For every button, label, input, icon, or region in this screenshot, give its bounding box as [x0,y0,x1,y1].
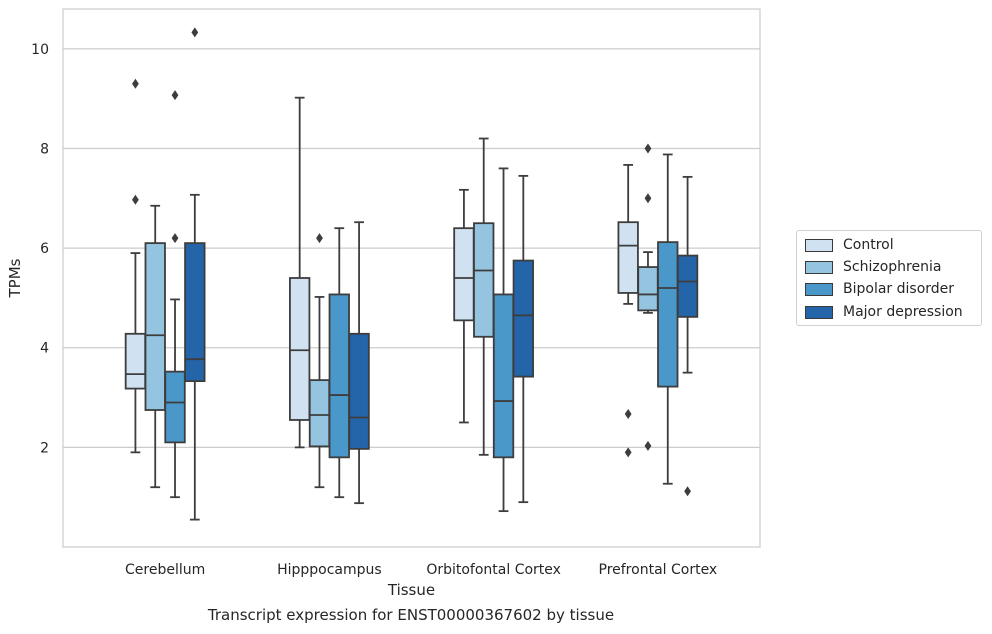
box-schizophrenia [637,143,659,451]
chart-caption: Transcript expression for ENST0000036760… [207,606,615,624]
box-iqr [164,370,186,444]
box-iqr [289,277,311,421]
outlier-point [171,233,179,244]
gridlines [63,48,760,448]
box-iqr [637,266,659,312]
outlier-point [684,486,691,497]
y-tick-labels: 2 4 6 8 10 [31,42,49,457]
legend-item-control: Control [805,235,894,255]
box-major-depression [512,174,534,504]
outlier-point [644,440,652,451]
box-iqr [308,379,331,448]
legend-swatch [805,282,833,296]
legend-label: Schizophrenia [843,259,942,275]
box-bipolar-disorder [657,153,679,485]
legend-label: Bipolar disorder [843,281,955,297]
legend: Control Schizophrenia Bipolar disorder M… [796,230,982,326]
box-bipolar-disorder [328,227,350,499]
legend-label: Major depression [843,304,963,320]
box-iqr [617,221,639,294]
box-control [453,188,475,424]
box-iqr [184,242,206,383]
y-tick-label: 4 [40,341,49,357]
outlier-point [624,408,632,419]
box-major-depression [184,27,206,521]
box-schizophrenia [308,233,331,489]
outlier-point [624,447,632,458]
box-control [289,96,311,449]
box-iqr [348,332,370,450]
box-bipolar-disorder [164,90,186,499]
box-iqr [328,293,350,459]
outlier-point [191,27,199,38]
y-axis-title: TPMs [6,258,24,298]
box-iqr [453,227,475,322]
legend-label: Control [843,237,894,253]
box-control [617,164,639,458]
x-tick-label: Cerebellum [125,562,205,578]
x-tick-label: Orbitofontal Cortex [426,562,561,578]
outlier-point [132,78,139,89]
y-tick-label: 6 [40,241,49,257]
outlier-point [316,233,323,244]
box-iqr [144,242,166,411]
box-control [124,78,147,454]
x-axis-title: Tissue [387,581,435,599]
x-tick-label: Hipppocampus [277,562,382,578]
legend-item-bipolar-disorder: Bipolar disorder [805,279,954,299]
x-tick-label: Prefrontal Cortex [599,562,718,578]
y-tick-label: 10 [31,42,49,58]
box-schizophrenia [473,137,495,456]
outlier-point [644,193,652,204]
boxes-layer [124,27,699,521]
legend-item-schizophrenia: Schizophrenia [805,257,941,277]
box-iqr [124,332,147,390]
outlier-point [132,194,139,205]
legend-item-major-depression: Major depression [805,302,963,322]
box-major-depression [676,175,699,497]
legend-swatch [805,238,833,252]
box-schizophrenia [144,204,166,489]
outlier-point [171,90,179,101]
y-tick-label: 2 [40,440,49,456]
legend-swatch [805,305,833,319]
box-iqr [492,293,515,459]
outlier-point [644,143,652,154]
y-tick-label: 8 [40,141,49,157]
box-iqr [676,254,699,318]
x-tick-labels: Cerebellum Hipppocampus Orbitofontal Corte… [125,562,717,578]
box-iqr [512,259,534,378]
box-iqr [473,222,495,338]
box-iqr [657,241,679,388]
box-major-depression [348,221,370,505]
box-bipolar-disorder [492,167,515,513]
legend-swatch [805,260,833,274]
plot-frame [62,8,761,548]
